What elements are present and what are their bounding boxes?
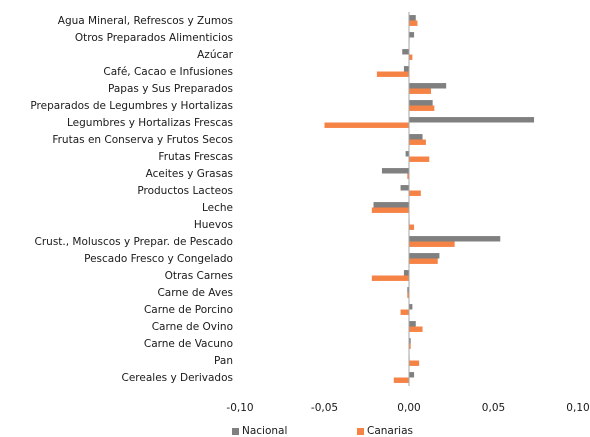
legend: Nacional Canarias (0, 425, 590, 437)
x-tick-label: -0,05 (311, 402, 338, 414)
bar-canarias-18 (409, 326, 423, 332)
bar-canarias-11 (371, 207, 409, 213)
bar-canarias-20 (409, 360, 420, 366)
bar-nacional-18 (409, 321, 416, 327)
x-tick-label: -0,10 (226, 402, 253, 414)
category-label: Pescado Fresco y Congelado (84, 253, 233, 265)
bar-canarias-6 (324, 122, 409, 128)
bar-nacional-8 (405, 151, 409, 157)
bar-nacional-3 (403, 66, 409, 72)
category-label: Cereales y Derivados (122, 372, 234, 384)
category-label: Carne de Ovino (152, 321, 233, 333)
category-label: Leche (202, 202, 233, 214)
category-label: Agua Mineral, Refrescos y Zumos (58, 15, 233, 27)
legend-item-nacional: Nacional (232, 425, 287, 437)
bar-nacional-6 (409, 117, 535, 123)
category-label: Café, Cacao e Infusiones (103, 66, 233, 78)
legend-label-nacional: Nacional (242, 425, 288, 437)
bar-canarias-15 (371, 275, 409, 281)
category-label: Pan (214, 355, 233, 367)
bar-nacional-16 (407, 287, 409, 293)
bar-canarias-0 (409, 20, 418, 26)
legend-swatch-canarias (357, 427, 364, 435)
x-tick-label: 0,10 (566, 402, 589, 414)
category-label: Otros Preparados Alimenticios (75, 32, 233, 44)
category-label: Frutas Frescas (158, 151, 233, 163)
bar-canarias-8 (409, 156, 430, 162)
x-tick-label: 0,00 (397, 402, 420, 414)
bar-nacional-4 (409, 83, 447, 89)
bar-canarias-10 (409, 190, 421, 196)
bar-nacional-9 (381, 168, 409, 174)
category-label: Frutas en Conserva y Frutos Secos (52, 134, 233, 146)
category-label: Carne de Vacuno (144, 338, 233, 350)
bar-canarias-4 (409, 88, 431, 94)
bar-canarias-3 (376, 71, 409, 77)
bar-nacional-19 (409, 338, 411, 344)
category-label: Aceites y Grasas (146, 168, 233, 180)
category-label: Crust., Moluscos y Prepar. de Pescado (35, 236, 233, 248)
bar-nacional-15 (403, 270, 409, 276)
bar-nacional-17 (409, 304, 413, 310)
bar-canarias-19 (409, 343, 411, 349)
bar-canarias-14 (409, 258, 438, 264)
bar-nacional-7 (409, 134, 423, 140)
bar-canarias-21 (393, 377, 409, 383)
bar-canarias-17 (400, 309, 409, 315)
category-label: Azúcar (197, 49, 234, 61)
bar-canarias-9 (407, 173, 409, 179)
bar-canarias-13 (409, 241, 455, 247)
bar-nacional-10 (400, 185, 409, 191)
bar-nacional-11 (373, 202, 409, 208)
bars-group (324, 15, 535, 383)
category-labels: Agua Mineral, Refrescos y Zumos Otros Pre… (30, 15, 233, 384)
bar-nacional-5 (409, 100, 433, 106)
bar-nacional-14 (409, 253, 440, 259)
category-label: Carne de Aves (157, 287, 233, 299)
category-label: Otras Carnes (165, 270, 233, 282)
bar-canarias-12 (409, 224, 415, 230)
bar-canarias-16 (407, 292, 409, 298)
category-label: Carne de Porcino (144, 304, 233, 316)
category-label: Productos Lacteos (137, 185, 233, 197)
x-tick-label: 0,05 (482, 402, 505, 414)
bar-nacional-2 (402, 49, 409, 55)
bar-nacional-21 (409, 372, 415, 378)
bar-nacional-0 (409, 15, 416, 21)
bar-canarias-7 (409, 139, 426, 145)
category-label: Preparados de Legumbres y Hortalizas (30, 100, 233, 112)
legend-label-canarias: Canarias (367, 425, 413, 437)
bar-nacional-1 (409, 32, 415, 38)
bar-canarias-2 (409, 54, 413, 60)
bar-canarias-5 (409, 105, 435, 111)
bar-nacional-13 (409, 236, 501, 242)
category-label: Huevos (194, 219, 233, 231)
legend-swatch-nacional (232, 427, 239, 435)
x-tick-labels: -0,10 -0,05 0,00 0,05 0,10 (226, 402, 589, 414)
category-label: Papas y Sus Preparados (108, 83, 233, 95)
legend-item-canarias: Canarias (357, 425, 413, 437)
category-label: Legumbres y Hortalizas Frescas (67, 117, 233, 129)
